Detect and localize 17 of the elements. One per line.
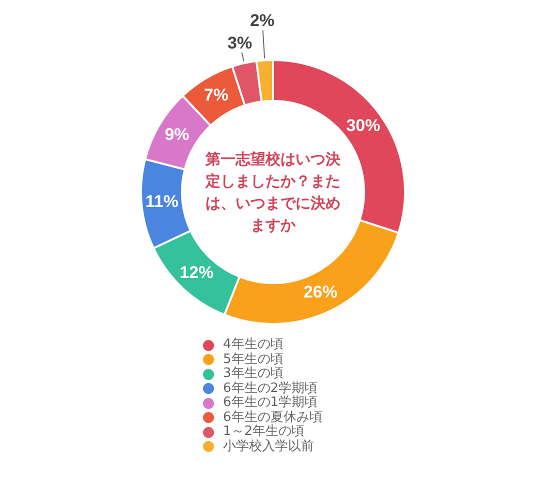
legend-label: 1～2年生の頃 <box>223 424 305 439</box>
legend-label: 6年生の夏休み頃 <box>223 410 322 424</box>
legend-label: 6年生の1学期頃 <box>223 395 318 410</box>
data-label: 26% <box>303 282 338 302</box>
data-label: 7% <box>204 86 229 105</box>
data-label: 9% <box>164 124 190 144</box>
legend-label: 小学校入学以前 <box>223 438 314 454</box>
legend-label: 3年生の頃 <box>223 366 284 381</box>
text: 第一志望校はいつ決定しましたか？または、いつまでに決めますか <box>204 149 342 236</box>
data-label: 12% <box>180 262 214 282</box>
data-label: 3% <box>228 33 252 52</box>
legend-label: 6年生の2学期頃 <box>223 380 318 396</box>
data-label: 2% <box>250 11 275 30</box>
data-label: 11% <box>145 192 178 212</box>
data-label: 30% <box>346 116 380 136</box>
legend-label: 4年生の頃 <box>223 337 284 352</box>
legend-label: 5年生の頃 <box>223 352 284 366</box>
